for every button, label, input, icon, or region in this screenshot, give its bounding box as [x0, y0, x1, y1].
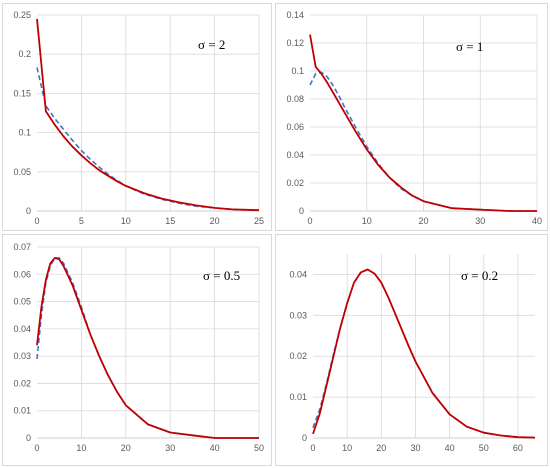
y-tick-label: 0.2 — [18, 49, 31, 59]
sigma-annotation: σ = 0.2 — [461, 268, 498, 283]
x-tick-label: 0 — [307, 216, 312, 226]
x-tick-label: 20 — [418, 216, 428, 226]
y-tick-label: 0.04 — [286, 150, 304, 160]
y-tick-label: 0 — [299, 206, 304, 216]
y-tick-label: 0.07 — [13, 242, 31, 252]
y-tick-label: 0.02 — [286, 178, 304, 188]
x-tick-label: 30 — [410, 443, 420, 453]
y-tick-label: 0.02 — [289, 351, 307, 361]
x-tick-label: 10 — [362, 216, 372, 226]
chart-svg: 0 10 20 30 40 50 60 0 0.01 0.02 0.03 0.04 σ = 0.2 — [289, 254, 536, 453]
chart-panel-sigma-2: 0 5 10 15 20 25 0 0.05 0.1 0.15 0.2 0.25 σ = 2 — [2, 3, 272, 231]
series-line-solid — [36, 18, 260, 212]
y-tick-label: 0 — [26, 206, 31, 216]
y-tick-label: 0.01 — [289, 392, 307, 402]
x-tick-label: 0 — [310, 443, 315, 453]
y-tick-label: 0.15 — [13, 88, 31, 98]
y-tick-label: 0.08 — [286, 94, 304, 104]
x-tick-label: 25 — [254, 216, 264, 226]
series-line-dashed — [36, 67, 260, 211]
x-tick-label: 60 — [513, 443, 523, 453]
x-tick-label: 40 — [532, 216, 542, 226]
x-tick-label: 30 — [165, 443, 175, 453]
x-tick-label: 10 — [342, 443, 352, 453]
y-tick-label: 0 — [302, 433, 307, 443]
series-line-solid — [312, 268, 536, 439]
chart-panel-sigma-0.2: 0 10 20 30 40 50 60 0 0.01 0.02 0.03 0.04 σ = 0.2 — [275, 234, 548, 466]
x-tick-label: 10 — [121, 216, 131, 226]
x-tick-label: 50 — [254, 443, 264, 453]
chart-svg: 0 10 20 30 40 50 0 0.01 0.02 0.03 0.04 0.05 0.06 0.07… — [13, 242, 264, 453]
x-tick-label: 15 — [165, 216, 175, 226]
x-tick-label: 10 — [76, 443, 86, 453]
chart-svg: 0 5 10 15 20 25 0 0.05 0.1 0.15 0.2 0.25 σ = 2 — [13, 10, 264, 226]
series-line-solid — [36, 256, 259, 439]
x-tick-label: 20 — [376, 443, 386, 453]
x-tick-label: 0 — [34, 443, 39, 453]
series-line-solid — [309, 34, 537, 212]
chart-svg: 0 10 20 30 40 0 0.02 0.04 0.06 0.08 0.1 0.12 0.14 σ =… — [286, 10, 542, 226]
x-tick-label: 40 — [445, 443, 455, 453]
y-tick-label: 0.06 — [13, 269, 31, 279]
sigma-annotation: σ = 2 — [198, 37, 225, 52]
y-tick-label: 0.04 — [289, 269, 307, 279]
x-tick-label: 40 — [210, 443, 220, 453]
sigma-annotation: σ = 1 — [456, 39, 483, 54]
y-tick-label: 0.05 — [13, 297, 31, 307]
y-tick-label: 0.12 — [286, 38, 304, 48]
y-tick-label: 0 — [26, 433, 31, 443]
x-tick-label: 20 — [210, 216, 220, 226]
y-tick-label: 0.02 — [13, 378, 31, 388]
x-tick-label: 5 — [79, 216, 84, 226]
x-tick-label: 0 — [34, 216, 39, 226]
sigma-annotation: σ = 0.5 — [203, 268, 240, 283]
chart-panel-sigma-1: 0 10 20 30 40 0 0.02 0.04 0.06 0.08 0.1 0.12 0.14 σ =… — [275, 3, 548, 231]
y-tick-label: 0.14 — [286, 10, 304, 20]
y-tick-label: 0.03 — [13, 351, 31, 361]
series-line-dashed — [312, 268, 536, 439]
y-tick-label: 0.05 — [13, 167, 31, 177]
y-tick-label: 0.03 — [289, 310, 307, 320]
y-tick-label: 0.1 — [18, 128, 31, 138]
chart-panel-sigma-0.5: 0 10 20 30 40 50 0 0.01 0.02 0.03 0.04 0.05 0.06 0.07… — [2, 234, 272, 466]
y-tick-label: 0.04 — [13, 324, 31, 334]
y-tick-label: 0.06 — [286, 122, 304, 132]
x-tick-label: 50 — [479, 443, 489, 453]
x-tick-label: 20 — [121, 443, 131, 453]
y-tick-label: 0.25 — [13, 10, 31, 20]
y-tick-label: 0.1 — [291, 66, 304, 76]
x-tick-label: 30 — [475, 216, 485, 226]
y-tick-label: 0.01 — [13, 406, 31, 416]
